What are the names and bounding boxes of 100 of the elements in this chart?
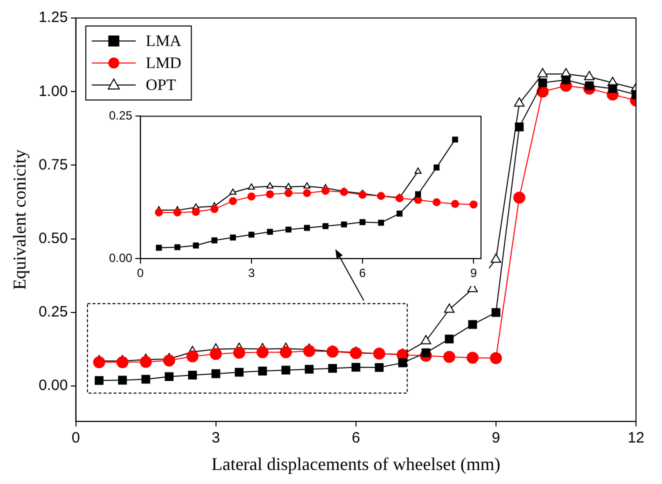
y-tick-label: 0.25	[108, 108, 133, 123]
point	[514, 122, 524, 132]
point	[492, 308, 500, 317]
x-axis-title: Lateral displacements of wheelset (mm)	[211, 454, 500, 474]
point	[304, 224, 310, 231]
point	[210, 205, 218, 214]
point	[304, 364, 314, 374]
point	[285, 226, 292, 233]
point	[258, 366, 267, 376]
point	[398, 358, 407, 368]
point	[468, 320, 477, 329]
point	[247, 192, 256, 201]
point	[358, 190, 367, 199]
point	[116, 356, 128, 368]
point	[432, 198, 441, 206]
point	[188, 370, 197, 380]
point	[328, 364, 337, 373]
point	[186, 350, 199, 362]
point	[230, 234, 236, 240]
point	[173, 208, 182, 216]
y-tick-label: 0.00	[38, 377, 68, 394]
x-tick-label: 6	[352, 430, 360, 447]
point	[378, 220, 384, 226]
point	[303, 345, 316, 358]
point	[350, 347, 362, 360]
point	[256, 346, 269, 358]
point	[374, 363, 384, 372]
point	[211, 369, 220, 378]
y-axis-title: Equivalent conicity	[10, 149, 30, 290]
y-tick-label: 1.25	[38, 9, 68, 26]
point	[302, 189, 311, 198]
point	[284, 182, 292, 190]
point	[140, 356, 152, 368]
point	[420, 335, 432, 344]
y-tick-label: 0.00	[108, 250, 133, 265]
x-tick-label: 3	[212, 430, 220, 447]
point	[422, 348, 430, 358]
point	[360, 219, 366, 226]
point	[513, 192, 526, 204]
x-tick-label: 9	[492, 430, 500, 447]
x-tick-label: 6	[359, 266, 366, 280]
y-tick-label: 0.25	[38, 304, 68, 321]
y-tick-label: 0.50	[38, 230, 68, 247]
y-tick-label: 1.00	[38, 82, 68, 100]
point	[373, 348, 386, 360]
x-tick-label: 0	[137, 266, 144, 280]
point	[174, 244, 180, 250]
point	[443, 350, 456, 363]
point	[228, 197, 237, 206]
y-tick-label: 0.75	[38, 156, 68, 174]
point	[266, 190, 274, 198]
point	[303, 182, 311, 189]
point	[211, 237, 218, 244]
point	[248, 232, 254, 238]
point	[466, 352, 479, 364]
point	[444, 334, 454, 344]
point	[154, 208, 163, 216]
point	[352, 362, 360, 372]
point	[164, 372, 174, 382]
x-tick-label: 9	[470, 266, 478, 280]
point	[210, 348, 222, 360]
point	[266, 182, 274, 189]
point	[163, 354, 176, 366]
point	[192, 208, 200, 216]
x-tick-label: 3	[248, 266, 256, 280]
legend-label: LMA	[146, 33, 182, 50]
point	[156, 244, 162, 251]
point	[233, 346, 246, 359]
point	[118, 376, 127, 385]
point	[538, 78, 548, 88]
point	[562, 75, 570, 84]
point	[229, 188, 236, 195]
point	[584, 70, 595, 80]
point	[192, 242, 199, 248]
point	[284, 189, 292, 198]
point	[141, 374, 150, 384]
x-tick-label: 0	[72, 430, 80, 447]
point	[414, 167, 422, 174]
point	[396, 210, 403, 217]
point	[608, 84, 618, 94]
point	[537, 68, 548, 78]
point	[321, 186, 330, 195]
point	[514, 97, 525, 107]
point	[444, 304, 455, 313]
point	[396, 194, 404, 202]
point	[281, 366, 290, 375]
point	[470, 200, 478, 208]
point	[584, 81, 594, 90]
point	[93, 356, 106, 368]
point	[415, 191, 422, 198]
point	[490, 352, 502, 364]
x-tick-label: 12	[628, 430, 644, 447]
point	[341, 221, 347, 228]
point	[322, 223, 328, 230]
point	[248, 183, 255, 190]
point	[234, 368, 244, 377]
point	[94, 376, 104, 385]
point	[490, 253, 502, 263]
point	[280, 346, 292, 358]
point	[452, 136, 458, 143]
